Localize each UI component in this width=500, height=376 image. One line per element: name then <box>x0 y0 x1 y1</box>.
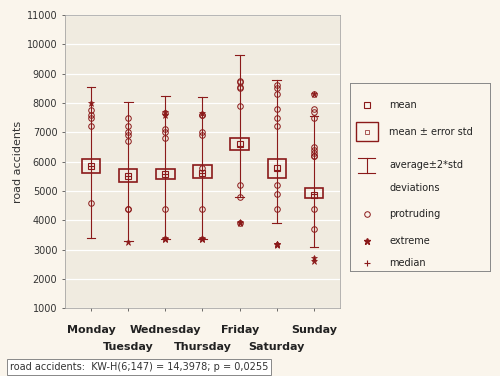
Text: Thursday: Thursday <box>174 342 232 352</box>
Text: Saturday: Saturday <box>248 342 305 352</box>
Text: average±2*std: average±2*std <box>389 161 463 170</box>
Text: median: median <box>389 258 426 268</box>
Text: mean: mean <box>389 100 417 110</box>
Text: extreme: extreme <box>389 236 430 246</box>
Text: Wednesday: Wednesday <box>130 325 201 335</box>
Text: Friday: Friday <box>220 325 259 335</box>
Y-axis label: road accidents: road accidents <box>12 121 22 203</box>
Text: deviations: deviations <box>389 183 440 193</box>
Bar <box>356 122 378 141</box>
Text: mean ± error std: mean ± error std <box>389 127 473 136</box>
Bar <box>230 138 249 150</box>
Bar <box>156 169 174 179</box>
Bar <box>304 188 324 199</box>
Text: protruding: protruding <box>389 209 440 219</box>
Text: Tuesday: Tuesday <box>103 342 154 352</box>
Bar <box>193 165 212 178</box>
Bar <box>268 159 286 178</box>
Bar <box>119 169 138 182</box>
Text: Monday: Monday <box>66 325 116 335</box>
Bar <box>82 159 100 173</box>
Text: Sunday: Sunday <box>291 325 337 335</box>
Text: road accidents:  KW-H(6;147) = 14,3978; p = 0,0255: road accidents: KW-H(6;147) = 14,3978; p… <box>10 362 268 372</box>
